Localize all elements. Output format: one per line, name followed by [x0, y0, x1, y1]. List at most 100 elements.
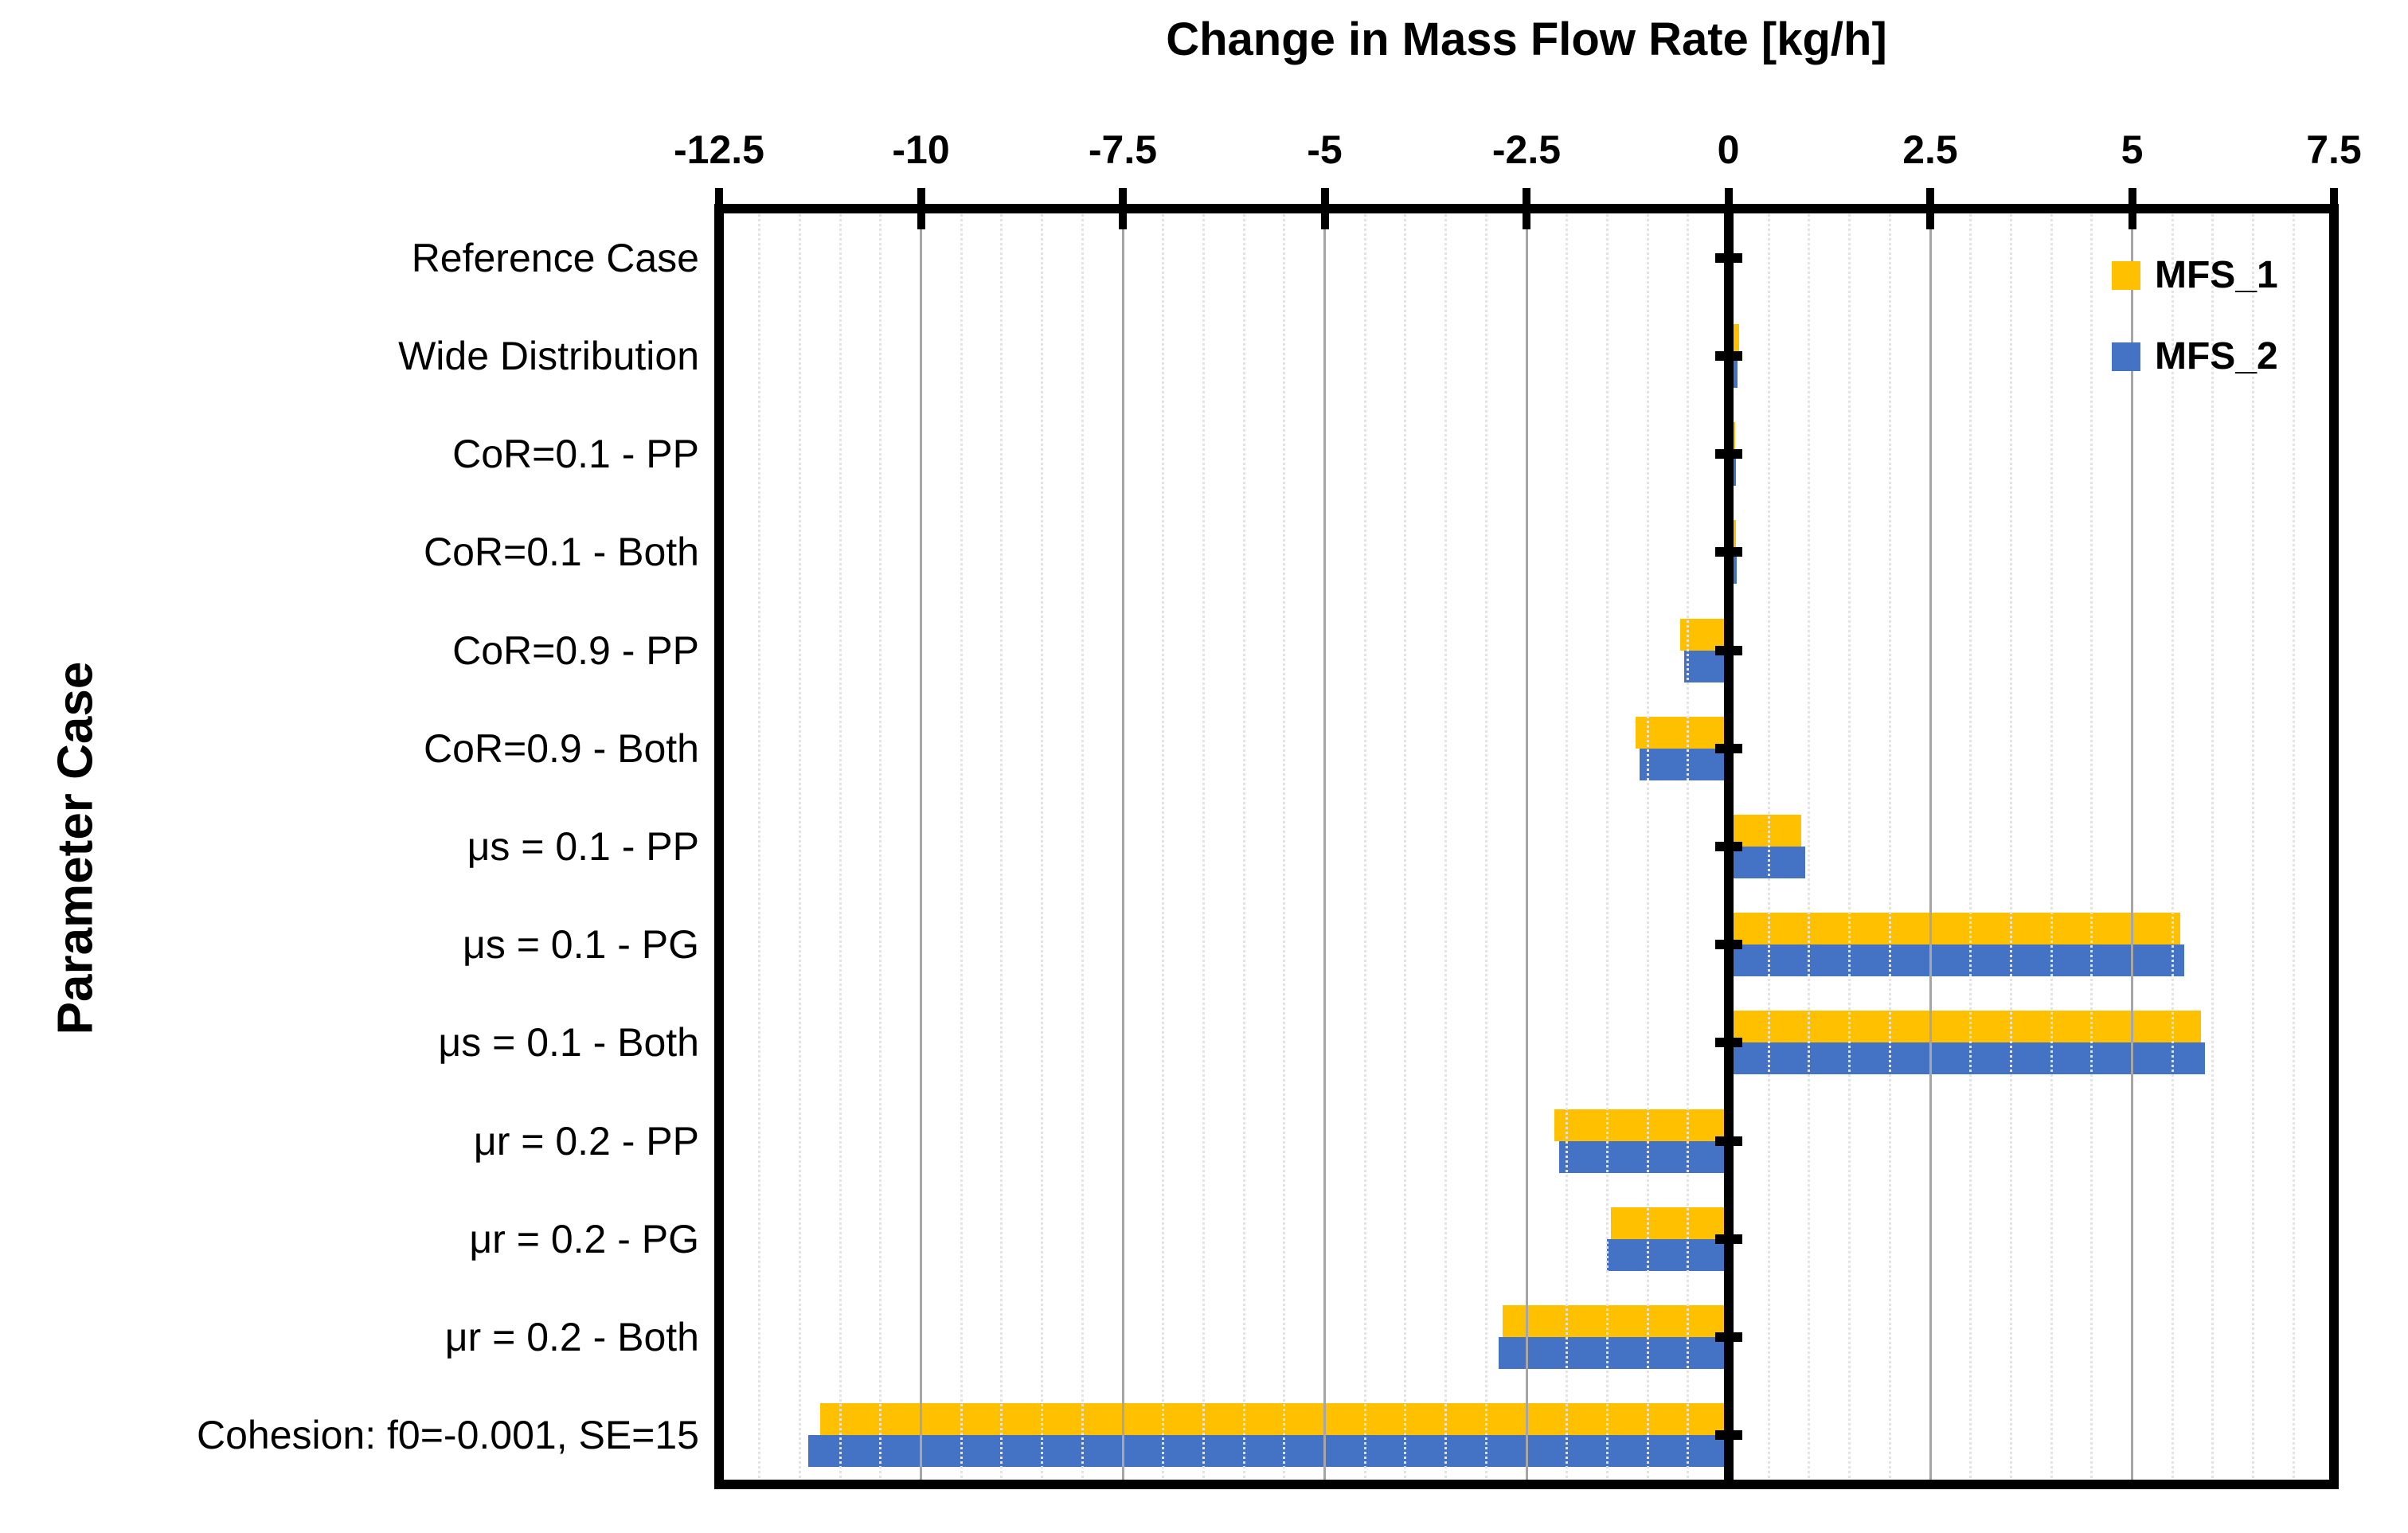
minor-gridline — [1242, 209, 1245, 1484]
minor-gridline — [1888, 209, 1891, 1484]
bar-mfs_2-row6 — [1639, 748, 1729, 780]
minor-gridline — [879, 209, 882, 1484]
minor-gridline — [1566, 209, 1569, 1484]
category-tick-mark — [1714, 1136, 1742, 1146]
category-label: Cohesion: f0=-0.001, SE=15 — [196, 1413, 699, 1458]
legend-swatch-icon — [2112, 261, 2140, 290]
legend-label: MFS_1 — [2155, 254, 2278, 296]
category-tick-mark — [1714, 743, 1742, 753]
minor-gridline — [1081, 209, 1084, 1484]
category-tick-mark — [1714, 1332, 1742, 1343]
category-label: CoR=0.9 - PP — [452, 628, 699, 673]
x-tick-label: -7.5 — [1088, 127, 1158, 172]
x-tick-label: 0 — [1717, 127, 1740, 172]
bar-mfs_2-row11 — [1607, 1238, 1729, 1271]
x-tick-label: 5 — [2121, 127, 2144, 172]
bar-mfs_1-row6 — [1635, 716, 1729, 749]
major-gridline — [1929, 209, 1932, 1484]
minor-gridline — [2211, 209, 2214, 1484]
x-tick-label: -12.5 — [674, 127, 764, 172]
x-axis-tick-mark — [1724, 188, 1733, 229]
category-tick-mark — [1714, 940, 1742, 950]
minor-gridline — [838, 209, 842, 1484]
category-label: μs = 0.1 - PG — [463, 922, 699, 968]
category-label: μs = 0.1 - PP — [467, 824, 699, 869]
category-label: μr = 0.2 - Both — [444, 1315, 699, 1360]
category-label: CoR=0.1 - PP — [452, 432, 699, 477]
x-tick-label: -10 — [892, 127, 950, 172]
legend-item-mfs_2: MFS_2 — [2112, 338, 2278, 376]
category-tick-mark — [1714, 252, 1742, 263]
minor-gridline — [2252, 209, 2255, 1484]
minor-gridline — [1444, 209, 1448, 1484]
minor-gridline — [1969, 209, 1972, 1484]
category-label: CoR=0.9 - Both — [423, 725, 699, 771]
category-label: μr = 0.2 - PP — [473, 1118, 699, 1163]
major-gridline — [1525, 209, 1528, 1484]
bar-mfs_1-row7 — [1728, 815, 1801, 847]
minor-gridline — [2050, 209, 2053, 1484]
minor-gridline — [1363, 209, 1366, 1484]
plot-border — [714, 204, 2339, 1489]
category-tick-mark — [1714, 449, 1742, 460]
x-axis-tick-mark — [715, 188, 723, 229]
major-gridline — [2131, 209, 2133, 1484]
category-label: Reference Case — [411, 235, 699, 280]
minor-gridline — [1687, 209, 1690, 1484]
minor-gridline — [758, 209, 761, 1484]
minor-gridline — [1404, 209, 1407, 1484]
x-axis-tick-mark — [1926, 188, 1934, 229]
minor-gridline — [1484, 209, 1487, 1484]
minor-gridline — [1202, 209, 1205, 1484]
minor-gridline — [1000, 209, 1003, 1484]
x-tick-label: -2.5 — [1491, 127, 1562, 172]
minor-gridline — [1767, 209, 1770, 1484]
minor-gridline — [1808, 209, 1811, 1484]
category-tick-mark — [1714, 842, 1742, 851]
bar-mfs_1-row11 — [1611, 1206, 1729, 1239]
major-gridline — [920, 209, 922, 1484]
x-axis-tick-mark — [1320, 188, 1329, 229]
minor-gridline — [2090, 209, 2093, 1484]
minor-gridline — [1283, 209, 1286, 1484]
category-label: Wide Distribution — [398, 333, 699, 378]
minor-gridline — [1041, 209, 1044, 1484]
category-tick-mark — [1714, 1038, 1742, 1048]
x-axis-tick-mark — [1119, 188, 1127, 229]
x-axis-tick-mark — [2330, 188, 2338, 229]
category-tick-mark — [1714, 645, 1742, 655]
x-axis-tick-mark — [1523, 188, 1530, 229]
major-gridline — [1323, 209, 1326, 1484]
major-gridline — [1121, 209, 1124, 1484]
bar-mfs_1-row9 — [1728, 1011, 2201, 1043]
minor-gridline — [2292, 209, 2295, 1484]
minor-gridline — [1162, 209, 1165, 1484]
x-axis-tick-mark — [2128, 188, 2136, 229]
legend-swatch-icon — [2112, 342, 2140, 371]
category-tick-mark — [1714, 1234, 1742, 1244]
minor-gridline — [2171, 209, 2174, 1484]
category-tick-mark — [1714, 350, 1742, 361]
category-label: μs = 0.1 - Both — [438, 1020, 699, 1066]
bar-mfs_2-row10 — [1558, 1140, 1729, 1173]
bar-mfs_2-row8 — [1728, 944, 2185, 977]
category-label: μr = 0.2 - PG — [469, 1216, 699, 1261]
category-label: CoR=0.1 - Both — [423, 530, 699, 575]
category-tick-mark — [1714, 547, 1742, 557]
bar-mfs_2-row5 — [1683, 650, 1729, 682]
legend-item-mfs_1: MFS_1 — [2112, 256, 2278, 295]
bar-mfs_2-row9 — [1728, 1042, 2205, 1075]
bar-mfs_1-row8 — [1728, 913, 2181, 945]
minor-gridline — [960, 209, 963, 1484]
x-axis-tick-mark — [917, 188, 925, 229]
minor-gridline — [2009, 209, 2012, 1484]
minor-gridline — [1646, 209, 1649, 1484]
minor-gridline — [798, 209, 801, 1484]
bar-mfs_1-row10 — [1554, 1109, 1729, 1141]
minor-gridline — [1605, 209, 1609, 1484]
bar-mfs_1-row13 — [819, 1403, 1729, 1436]
category-tick-mark — [1714, 1430, 1742, 1441]
legend-label: MFS_2 — [2155, 335, 2278, 377]
bar-mfs_2-row12 — [1498, 1337, 1729, 1370]
